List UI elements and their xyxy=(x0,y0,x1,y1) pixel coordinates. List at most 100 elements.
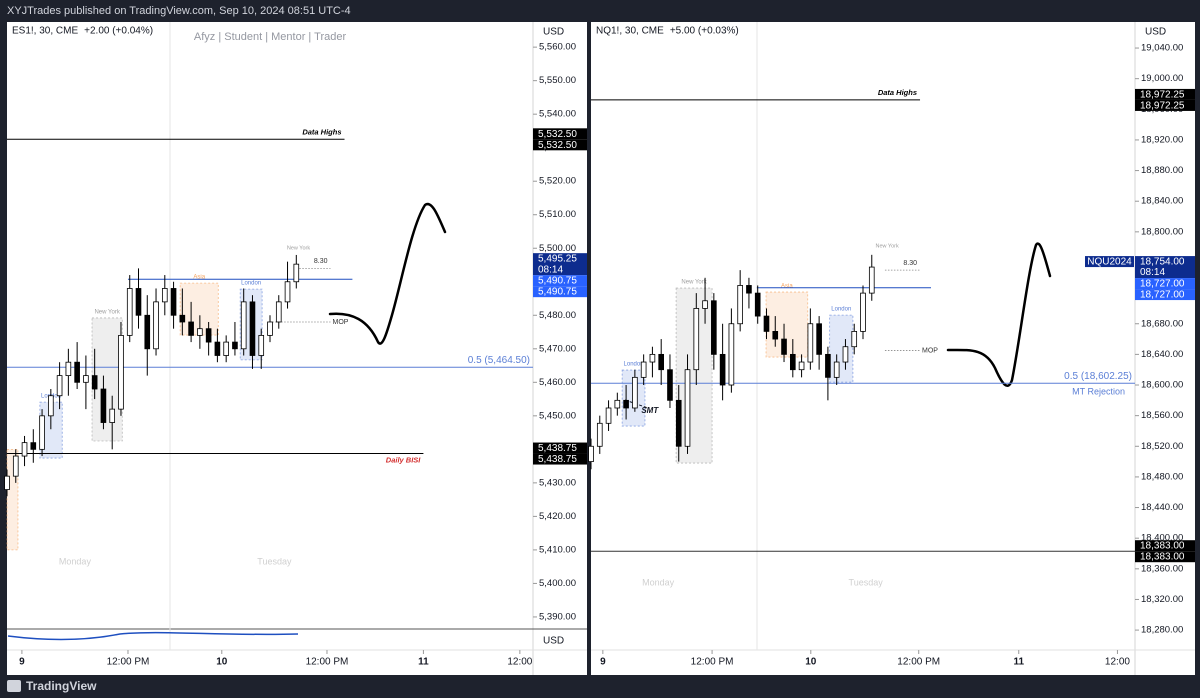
candle-body xyxy=(728,323,735,386)
candle-body xyxy=(74,361,80,383)
candle-body xyxy=(161,288,168,303)
price-label: 18,383.00 xyxy=(1140,541,1185,552)
chart: NQ1!, 30, CME +5.00 (+0.03%) USD 19,040.00 1… xyxy=(588,26,1195,668)
candle-body xyxy=(772,331,779,340)
candle-body xyxy=(711,300,717,355)
candle-body xyxy=(118,334,124,410)
logo-icon xyxy=(7,680,21,692)
level-label: Data Highs xyxy=(302,127,341,136)
candle-body xyxy=(596,422,603,447)
candle-body xyxy=(649,353,656,363)
candle-body xyxy=(100,388,107,423)
price-label-box xyxy=(533,275,587,287)
candle-body xyxy=(48,395,54,417)
price-label: 5,495.25 xyxy=(538,254,577,265)
session-box xyxy=(6,448,19,551)
candle-body xyxy=(188,321,194,336)
price-label-box xyxy=(533,286,587,298)
day-label: Monday xyxy=(642,577,675,587)
publish-header: XYJTrades published on TradingView.com, … xyxy=(7,5,351,17)
y-tick-label: 5,450.00 xyxy=(539,410,576,421)
candle-body xyxy=(781,338,787,355)
candle-body xyxy=(816,323,822,355)
price-label-box xyxy=(533,139,587,151)
price-label: 5,532.50 xyxy=(538,129,577,140)
y-tick-label: 5,460.00 xyxy=(539,377,576,388)
candle-body xyxy=(240,301,247,350)
level-label: Data Highs xyxy=(878,88,917,97)
candle-body xyxy=(737,285,743,325)
price-label-box xyxy=(1135,99,1195,111)
price-change: +2.00 (+0.04%) xyxy=(84,26,153,37)
candle-body xyxy=(153,301,159,350)
price-label: 18,727.00 xyxy=(1140,290,1185,301)
candle-body xyxy=(693,308,700,371)
candle-body xyxy=(205,328,212,343)
price-label-box xyxy=(533,128,587,140)
session-label: Asia xyxy=(193,275,205,281)
x-tick-label: 9 xyxy=(600,657,606,668)
level-label: MOP xyxy=(332,319,348,326)
y-tick-label: 5,480.00 xyxy=(539,310,576,321)
candle-body xyxy=(667,369,673,401)
price-label: 5,532.50 xyxy=(538,140,577,151)
level-note: MT Rejection xyxy=(1072,387,1125,397)
x-tick-label: 11 xyxy=(1013,657,1024,668)
price-label: 18,727.00 xyxy=(1140,279,1185,290)
y-tick-label: 18,520.00 xyxy=(1141,441,1183,452)
price-label: 18,972.25 xyxy=(1140,89,1185,100)
price-label: 5,438.75 xyxy=(538,454,577,465)
x-tick-label: 12:00 PM xyxy=(306,657,349,668)
price-label-box xyxy=(533,442,587,454)
symbol-title: NQ1!, 30, CME xyxy=(596,26,664,37)
y-tick-label: 18,640.00 xyxy=(1141,349,1183,360)
y-tick-label: 18,800.00 xyxy=(1141,226,1183,237)
session-label: Asia xyxy=(781,284,793,290)
annotation: New York xyxy=(876,243,899,249)
candle-body xyxy=(293,263,300,283)
price-label-box xyxy=(1135,88,1195,100)
x-tick-label: 10 xyxy=(216,657,228,668)
y-tick-label: 18,320.00 xyxy=(1141,594,1183,605)
candle-body xyxy=(789,353,796,371)
x-tick-label: 11 xyxy=(418,657,429,668)
y-tick-label: 5,560.00 xyxy=(539,42,576,53)
candle-body xyxy=(284,281,291,303)
y-tick-label: 5,540.00 xyxy=(539,109,576,120)
candle-body xyxy=(249,301,256,356)
session-box xyxy=(179,282,219,336)
y-tick-label: 5,400.00 xyxy=(539,578,576,589)
y-tick-label: 18,560.00 xyxy=(1141,410,1183,421)
price-label-box xyxy=(1135,289,1195,301)
candle-body xyxy=(807,323,814,363)
candle-body xyxy=(179,314,186,323)
countdown: 08:14 xyxy=(1140,267,1165,278)
watermark: Afyz | Student | Mentor | Trader xyxy=(194,31,347,43)
right-panel xyxy=(591,22,1195,675)
y-tick-label: 18,360.00 xyxy=(1141,563,1183,574)
x-tick-label: 12:00 PM xyxy=(897,657,940,668)
level-label: Daily BISI xyxy=(386,456,422,465)
price-label-box xyxy=(1135,256,1195,279)
y-tick-label: 5,470.00 xyxy=(539,343,576,354)
price-label: 18,383.00 xyxy=(1140,552,1185,563)
candle-body xyxy=(754,292,761,317)
candle-body xyxy=(614,399,621,409)
y-tick-label: 5,430.00 xyxy=(539,477,576,488)
price-label-box xyxy=(1135,540,1195,552)
candle-body xyxy=(684,369,691,447)
y-tick-label: 5,390.00 xyxy=(539,611,576,622)
level-label: 8.30 xyxy=(314,258,328,265)
candle-body xyxy=(65,361,72,377)
symbol-tag: NQU2024 xyxy=(1087,257,1132,268)
candle-body xyxy=(842,346,849,363)
level-label: 8.30 xyxy=(903,260,917,267)
x-tick-label: 12:00 xyxy=(1105,657,1130,668)
candle-body xyxy=(719,353,726,386)
charts: ES1!, 30, CME +2.00 (+0.04%) Afyz | Studen… xyxy=(4,26,1195,668)
x-tick-label: 12:00 PM xyxy=(107,657,150,668)
y-tick-label: 18,680.00 xyxy=(1141,318,1183,329)
candle-body xyxy=(214,341,221,356)
